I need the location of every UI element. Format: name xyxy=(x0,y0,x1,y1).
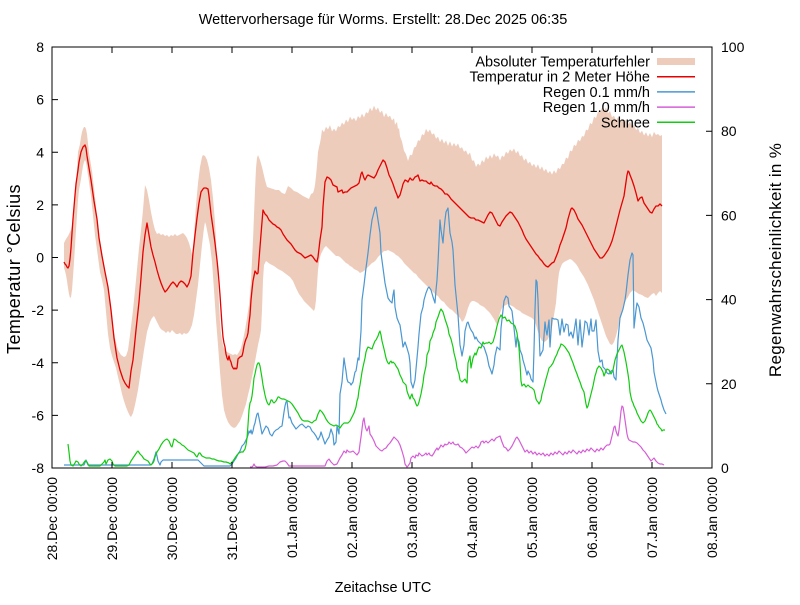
svg-text:40: 40 xyxy=(721,292,737,308)
svg-text:Temperatur in 2 Meter Höhe: Temperatur in 2 Meter Höhe xyxy=(469,70,650,86)
svg-text:Temperatur °Celsius: Temperatur °Celsius xyxy=(4,184,24,354)
svg-text:0: 0 xyxy=(721,460,729,476)
svg-text:02.Jan 00:00: 02.Jan 00:00 xyxy=(344,477,360,558)
svg-text:28.Dec 00:00: 28.Dec 00:00 xyxy=(44,477,60,560)
svg-text:01.Jan 00:00: 01.Jan 00:00 xyxy=(284,477,300,558)
svg-text:04.Jan 00:00: 04.Jan 00:00 xyxy=(464,477,480,558)
svg-text:03.Jan 00:00: 03.Jan 00:00 xyxy=(404,477,420,558)
svg-text:29.Dec 00:00: 29.Dec 00:00 xyxy=(104,477,120,560)
svg-text:20: 20 xyxy=(721,376,737,392)
svg-text:06.Jan 00:00: 06.Jan 00:00 xyxy=(584,477,600,558)
svg-text:-2: -2 xyxy=(32,302,45,318)
svg-text:60: 60 xyxy=(721,207,737,223)
svg-text:Schnee: Schnee xyxy=(601,115,650,131)
svg-text:31.Dec 00:00: 31.Dec 00:00 xyxy=(224,477,240,560)
svg-text:-8: -8 xyxy=(32,460,45,476)
svg-text:05.Jan 00:00: 05.Jan 00:00 xyxy=(524,477,540,558)
svg-text:08.Jan 00:00: 08.Jan 00:00 xyxy=(704,477,720,558)
svg-text:Wettervorhersage für Worms. Er: Wettervorhersage für Worms. Erstellt: 28… xyxy=(199,12,568,28)
svg-text:Regen 1.0 mm/h: Regen 1.0 mm/h xyxy=(543,100,650,116)
svg-text:100: 100 xyxy=(721,39,745,55)
svg-text:-4: -4 xyxy=(32,355,45,371)
svg-text:Absoluter Temperaturfehler: Absoluter Temperaturfehler xyxy=(475,55,650,71)
svg-text:30.Dec 00:00: 30.Dec 00:00 xyxy=(164,477,180,560)
svg-text:0: 0 xyxy=(36,250,44,266)
svg-text:6: 6 xyxy=(36,92,44,108)
svg-text:2: 2 xyxy=(36,197,44,213)
svg-text:4: 4 xyxy=(36,144,44,160)
svg-text:Regen 0.1 mm/h: Regen 0.1 mm/h xyxy=(543,85,650,101)
svg-text:8: 8 xyxy=(36,39,44,55)
svg-text:Regenwahrscheinlichkeit in %: Regenwahrscheinlichkeit in % xyxy=(766,143,785,377)
svg-text:80: 80 xyxy=(721,123,737,139)
svg-text:Zeitachse UTC: Zeitachse UTC xyxy=(335,580,432,596)
svg-text:-6: -6 xyxy=(32,407,45,423)
svg-text:07.Jan 00:00: 07.Jan 00:00 xyxy=(644,477,660,558)
